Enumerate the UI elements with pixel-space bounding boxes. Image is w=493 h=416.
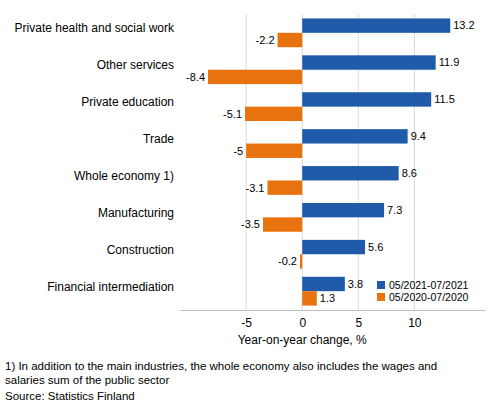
legend: 05/2021-07/202105/2020-07/2020 — [377, 279, 469, 303]
data-label: -2.2 — [256, 34, 275, 46]
y-axis: Private health and social work Other serv… — [15, 21, 180, 293]
category-label: Private education — [81, 95, 174, 109]
chart: -5 0 5 10 Private health and social work Othe… — [0, 0, 493, 416]
data-label: 5.6 — [368, 241, 383, 253]
y-tick: Financial intermediation — [47, 280, 180, 294]
bar — [302, 166, 398, 180]
bar — [302, 240, 365, 254]
bar — [278, 33, 303, 47]
x-tick: 0 — [299, 310, 306, 330]
x-axis-title: Year-on-year change, % — [238, 333, 367, 347]
bar — [302, 129, 407, 143]
legend-item: 05/2021-07/2021 — [377, 279, 469, 291]
data-label: -0.2 — [278, 255, 297, 267]
legend-label: 05/2020-07/2020 — [389, 291, 469, 303]
bar — [300, 254, 302, 268]
x-tick-label: 10 — [408, 316, 422, 330]
y-tick: Manufacturing — [98, 206, 180, 220]
data-label: -5.1 — [223, 108, 242, 120]
y-tick: Private education — [81, 95, 180, 109]
x-tick: 10 — [408, 310, 422, 330]
category-label: Other services — [97, 58, 174, 72]
legend-swatch — [377, 281, 385, 289]
x-tick-label: -5 — [241, 316, 252, 330]
bar — [302, 291, 317, 305]
x-axis-line — [181, 310, 486, 311]
legend-swatch — [377, 293, 385, 301]
x-tick-label: 0 — [299, 316, 306, 330]
footnote: 1) In addition to the main industries, t… — [5, 360, 437, 372]
data-label: 11.5 — [434, 93, 455, 105]
bar — [245, 107, 302, 121]
bar — [302, 55, 435, 69]
bar — [302, 92, 431, 106]
footnote: salaries sum of the public sector — [5, 374, 169, 386]
y-tick: Private health and social work — [15, 21, 180, 35]
grid-line — [246, 14, 247, 310]
bar — [302, 277, 345, 291]
data-label: 9.4 — [411, 130, 426, 142]
bar — [267, 180, 302, 194]
data-label: 7.3 — [387, 204, 402, 216]
x-tick: 5 — [355, 310, 362, 330]
category-label: Trade — [143, 132, 174, 146]
data-label: 1.3 — [320, 292, 335, 304]
data-labels: 13.2 11.9 11.5 9.4 8.6 7.3 5.6 3.8 -2.2 -8.4 -5.1 -… — [186, 19, 475, 304]
legend-label: 05/2021-07/2021 — [389, 279, 469, 291]
category-label: Construction — [107, 243, 174, 257]
category-label: Financial intermediation — [47, 280, 174, 294]
bar — [208, 70, 302, 84]
legend-item: 05/2020-07/2020 — [377, 291, 469, 303]
bar — [302, 203, 384, 217]
x-axis: -5 0 5 10 — [181, 310, 486, 330]
y-tick: Construction — [107, 243, 180, 257]
bar — [263, 217, 302, 231]
data-label: 13.2 — [453, 19, 474, 31]
data-label: 11.9 — [439, 56, 460, 68]
x-tick-label: 5 — [355, 316, 362, 330]
data-label: -3.1 — [245, 182, 264, 194]
x-tick: -5 — [241, 310, 252, 330]
category-label: Private health and social work — [15, 21, 175, 35]
plot: -5 0 5 10 Private health and social work Othe… — [15, 14, 486, 330]
data-label: -5 — [233, 145, 243, 157]
data-label: -3.5 — [241, 218, 260, 230]
category-label: Manufacturing — [98, 206, 174, 220]
category-label: Whole economy 1) — [74, 169, 174, 183]
data-label: 3.8 — [348, 278, 363, 290]
data-label: -8.4 — [186, 71, 205, 83]
bar — [246, 144, 302, 158]
y-tick: Other services — [97, 58, 180, 72]
bar — [302, 18, 450, 32]
data-label: 8.6 — [402, 167, 417, 179]
source: Source: Statistics Finland — [5, 390, 135, 402]
y-tick: Trade — [143, 132, 180, 146]
y-tick: Whole economy 1) — [74, 169, 180, 183]
bars — [208, 18, 450, 305]
